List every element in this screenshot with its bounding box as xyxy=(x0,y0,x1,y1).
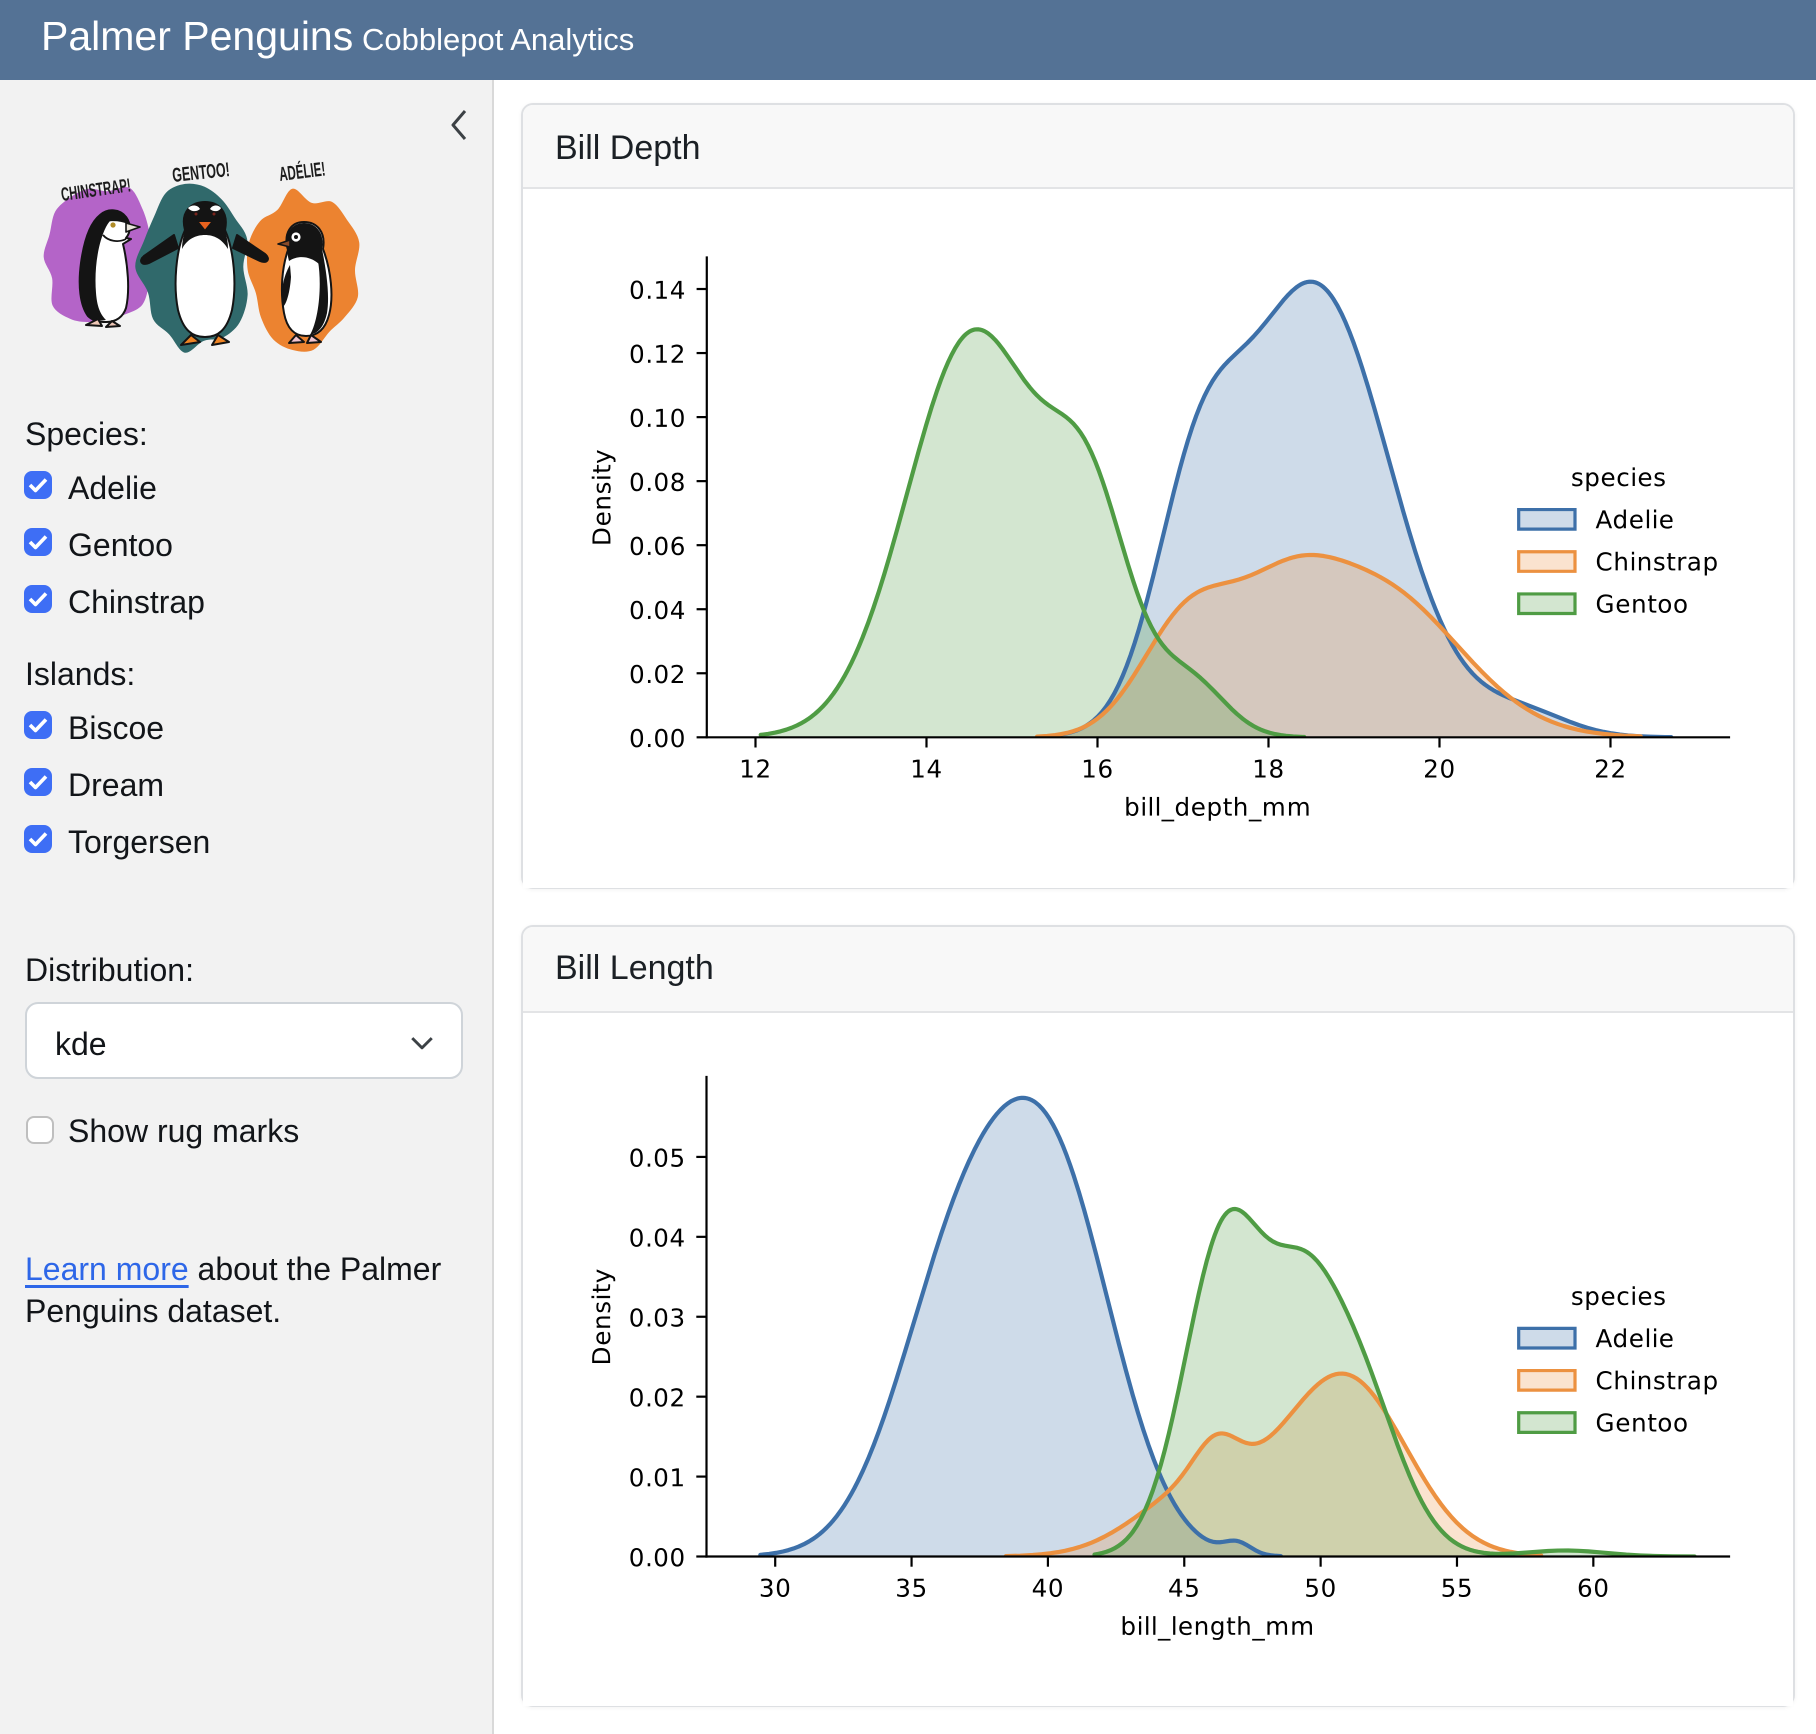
svg-text:GENTOO!: GENTOO! xyxy=(171,158,231,187)
svg-text:ADÉLIE!: ADÉLIE! xyxy=(278,157,327,186)
